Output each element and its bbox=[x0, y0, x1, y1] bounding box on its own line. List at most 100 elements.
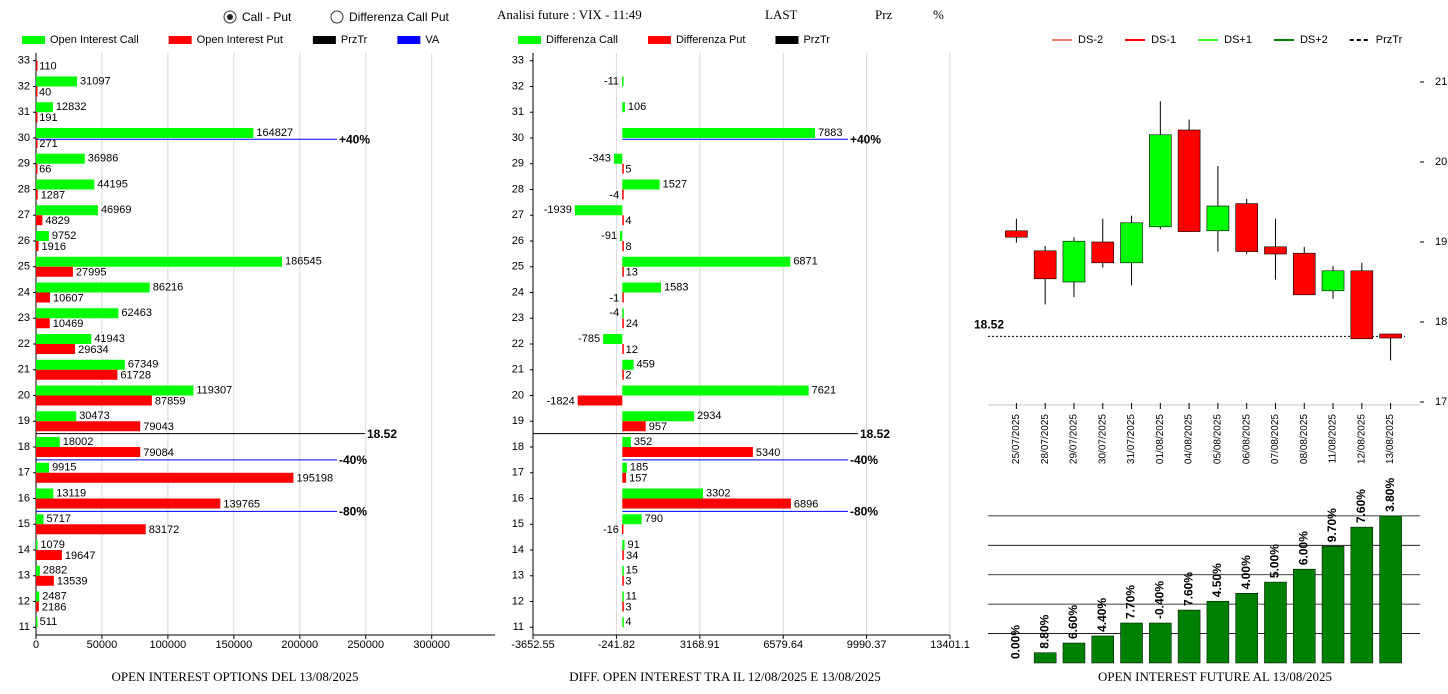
y-tick-label: 29 bbox=[512, 158, 524, 170]
data-label: -343 bbox=[589, 153, 611, 165]
bar bbox=[36, 359, 125, 370]
reference-label: 18.52 bbox=[860, 427, 890, 441]
y-tick-label: 12 bbox=[512, 595, 524, 607]
reference-label: 18.52 bbox=[367, 427, 397, 441]
bar bbox=[36, 411, 77, 422]
bar bbox=[622, 575, 624, 586]
data-label: 87859 bbox=[155, 395, 186, 407]
data-label: 5717 bbox=[47, 513, 71, 525]
bar bbox=[36, 240, 39, 251]
bar bbox=[36, 498, 221, 509]
y-tick-label: 32 bbox=[512, 80, 524, 92]
legend-label: Open Interest Call bbox=[50, 34, 139, 46]
radio-label[interactable]: Differenza Call Put bbox=[349, 10, 449, 24]
data-label: 1079 bbox=[40, 539, 64, 551]
x-tick-label: 13/08/2025 bbox=[1385, 414, 1396, 464]
header-title: Analisi future : VIX - 11:49 bbox=[497, 7, 642, 22]
chart-title: DIFF. OPEN INTEREST TRA IL 12/08/2025 E … bbox=[569, 669, 880, 684]
x-tick-label: 06/08/2025 bbox=[1241, 414, 1252, 464]
data-label: 91 bbox=[628, 539, 640, 551]
bar bbox=[622, 308, 624, 319]
bar bbox=[36, 282, 150, 293]
bar bbox=[622, 421, 646, 432]
legend-swatch bbox=[397, 36, 421, 44]
data-label: 191 bbox=[39, 112, 57, 124]
bar bbox=[36, 205, 98, 216]
data-label: 40 bbox=[39, 86, 51, 98]
y-tick-label: 27 bbox=[18, 209, 30, 221]
data-label: 957 bbox=[649, 421, 667, 433]
data-label: 2186 bbox=[42, 601, 66, 613]
x-tick-label: 9990.37 bbox=[847, 639, 887, 651]
bar bbox=[622, 215, 624, 226]
bar bbox=[1062, 642, 1086, 664]
data-label: 10469 bbox=[53, 318, 84, 330]
bar bbox=[622, 411, 695, 422]
candle-body bbox=[1005, 230, 1028, 238]
data-label: 66 bbox=[39, 164, 51, 176]
bar bbox=[1321, 545, 1345, 664]
y-tick-label: 23 bbox=[512, 312, 524, 324]
y-tick-label: 24 bbox=[18, 286, 30, 298]
bar bbox=[36, 524, 146, 535]
header-prz: Prz bbox=[875, 7, 893, 22]
data-label: -16 bbox=[603, 524, 619, 536]
y-tick-label: 33 bbox=[512, 55, 524, 67]
x-tick-label: 0 bbox=[33, 639, 39, 651]
legend-swatch bbox=[168, 36, 192, 44]
candle-body bbox=[1062, 240, 1086, 283]
data-label: 186545 bbox=[285, 256, 322, 268]
radio-call-put[interactable]: Call - Put bbox=[223, 10, 292, 24]
bar bbox=[1091, 635, 1114, 664]
bar bbox=[36, 601, 39, 612]
data-label: 157 bbox=[629, 473, 647, 485]
data-label: 44195 bbox=[97, 178, 128, 190]
data-label: 110 bbox=[39, 61, 57, 73]
x-tick-label: 05/08/2025 bbox=[1213, 414, 1224, 464]
data-label: 7.60% bbox=[1181, 572, 1195, 606]
legend-label: PrzTr bbox=[341, 34, 368, 46]
bar bbox=[36, 318, 50, 329]
data-label: 1527 bbox=[663, 178, 687, 190]
bar bbox=[36, 565, 40, 576]
bar bbox=[1379, 515, 1402, 664]
x-tick-label: 01/08/2025 bbox=[1155, 414, 1166, 464]
data-label: 4829 bbox=[45, 215, 69, 227]
bar bbox=[36, 102, 53, 113]
y-tick-label: 18.7 bbox=[1435, 316, 1448, 328]
data-label: 9.70% bbox=[1325, 508, 1339, 542]
candle-body bbox=[1235, 203, 1258, 252]
radio-circle[interactable] bbox=[330, 10, 344, 24]
radio-diff[interactable]: Differenza Call Put bbox=[330, 10, 449, 24]
x-tick-label: -241.82 bbox=[598, 639, 635, 651]
data-label: 29634 bbox=[78, 344, 109, 356]
bar bbox=[622, 282, 662, 293]
data-label: 106 bbox=[628, 101, 646, 113]
legend-swatch bbox=[22, 36, 45, 44]
y-tick-label: 13 bbox=[512, 570, 524, 582]
radio-label[interactable]: Call - Put bbox=[242, 10, 292, 24]
data-label: 511 bbox=[40, 616, 58, 628]
bar bbox=[622, 591, 624, 602]
data-label: -785 bbox=[578, 333, 600, 345]
bar bbox=[622, 359, 634, 370]
candle-body bbox=[1033, 250, 1057, 280]
y-tick-label: 25 bbox=[18, 261, 30, 273]
y-tick-label: 17 bbox=[512, 467, 524, 479]
y-tick-label: 23 bbox=[18, 312, 30, 324]
data-label: 67349 bbox=[128, 359, 159, 371]
data-label: 7621 bbox=[812, 384, 836, 396]
legend-label: PrzTr bbox=[803, 34, 830, 46]
y-tick-label: 26 bbox=[18, 235, 30, 247]
data-label: -1824 bbox=[547, 395, 575, 407]
data-label: 2487 bbox=[42, 590, 66, 602]
data-label: 185 bbox=[630, 462, 648, 474]
bar bbox=[1235, 593, 1258, 664]
bar bbox=[622, 369, 624, 380]
x-tick-label: 12/08/2025 bbox=[1356, 414, 1367, 464]
bar bbox=[36, 266, 73, 277]
x-tick-label: 08/08/2025 bbox=[1299, 414, 1310, 464]
bar bbox=[622, 488, 704, 499]
bar bbox=[620, 230, 623, 241]
data-label: 4 bbox=[625, 215, 631, 227]
